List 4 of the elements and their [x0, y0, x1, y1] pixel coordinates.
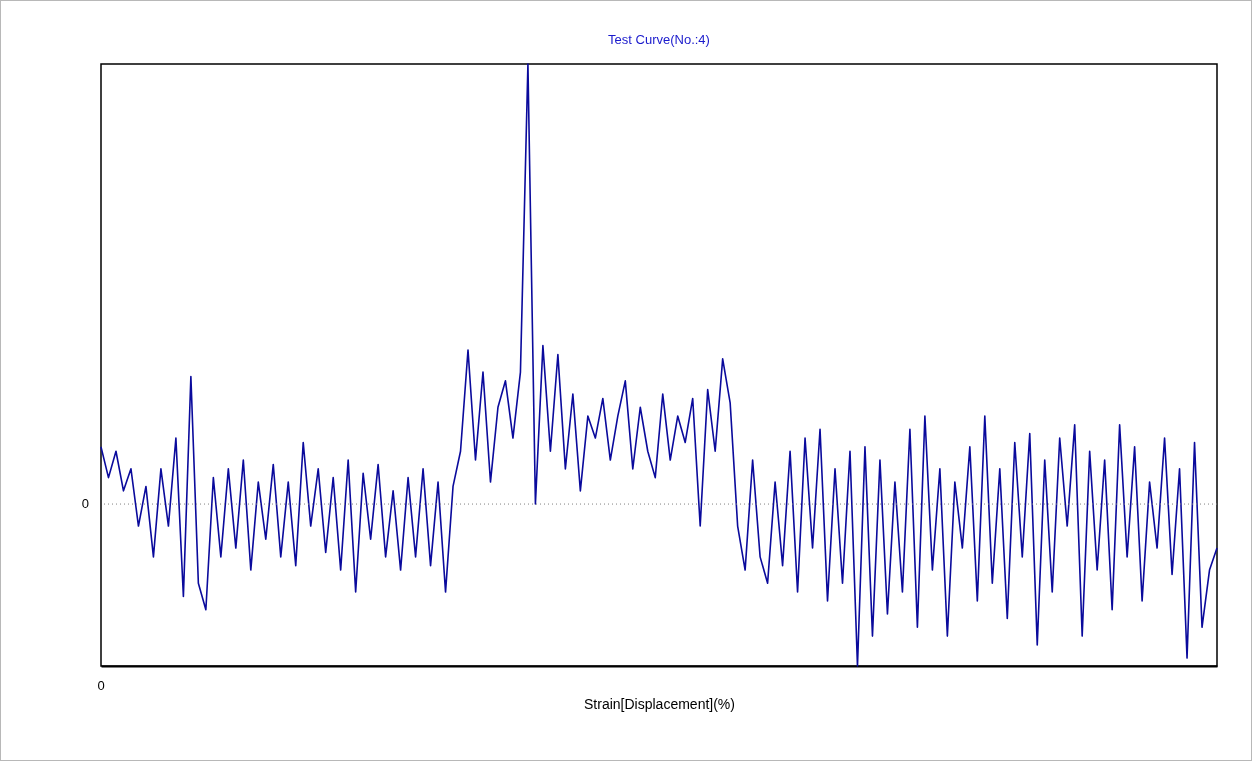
x-axis-title: Strain[Displacement](%) — [584, 695, 735, 712]
text: 0 — [97, 678, 105, 693]
ref-line-label: 0 — [81, 496, 89, 512]
chart-title: Test Curve(No.:4) — [608, 32, 710, 48]
